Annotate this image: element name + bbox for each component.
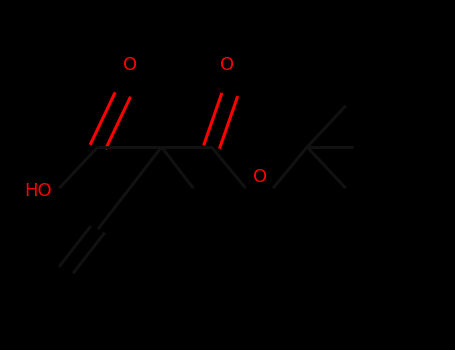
- Text: O: O: [253, 168, 268, 186]
- Text: HO: HO: [25, 182, 52, 200]
- Text: O: O: [122, 56, 137, 74]
- Text: O: O: [220, 56, 235, 74]
